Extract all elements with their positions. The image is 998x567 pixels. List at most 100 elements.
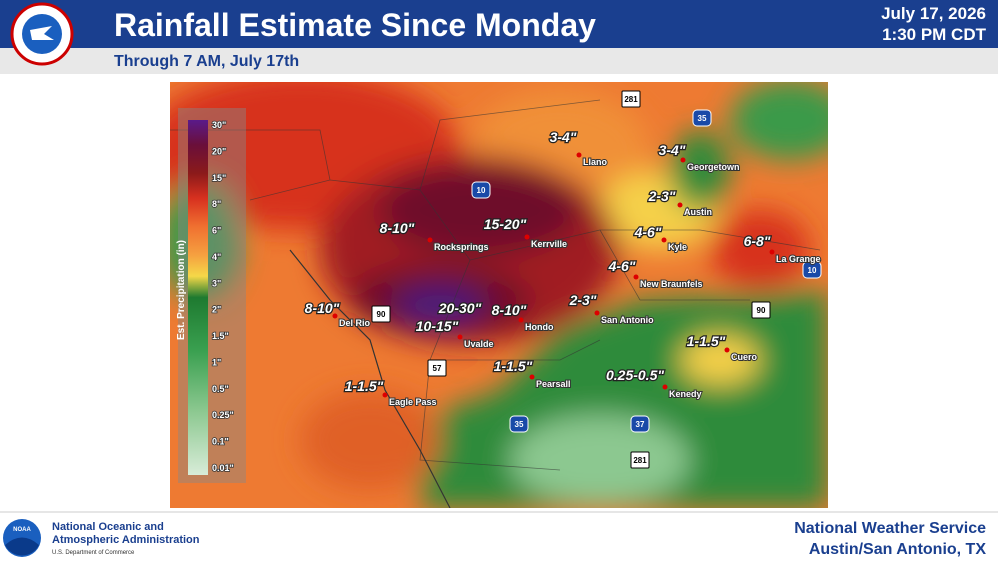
- rainfall-amount: 1-1.5": [687, 333, 726, 349]
- highway-number: 281: [624, 95, 638, 104]
- rainfall-map: Est. Precipitation (in) 30" 20" 15" 8" 6" 4" 3…: [170, 82, 828, 508]
- highway-number: 10: [808, 266, 817, 275]
- rainfall-amount: 1-1.5": [494, 358, 533, 374]
- city-dot: [524, 234, 530, 240]
- city-dot: [457, 334, 463, 340]
- legend-label: 15": [212, 173, 226, 183]
- city-dot: [427, 237, 433, 243]
- legend-label: 0.01": [212, 463, 234, 473]
- rainfall-amount: 3-4": [659, 142, 686, 158]
- legend-label: 30": [212, 120, 226, 130]
- city-label: Kyle: [668, 242, 687, 252]
- highway-shield: [630, 451, 650, 469]
- field: [395, 285, 485, 325]
- city-label: New Braunfels: [640, 279, 703, 289]
- rainfall-amount: 8-10": [305, 300, 340, 316]
- city-dot: [662, 384, 668, 390]
- city-dot: [769, 249, 775, 255]
- highway-shield: [692, 109, 712, 127]
- city-label: Georgetown: [687, 162, 740, 172]
- field: [300, 390, 440, 490]
- city-dot: [332, 313, 338, 319]
- city-label: Cuero: [731, 352, 758, 362]
- office-line1: National Weather Service: [794, 520, 986, 537]
- city-dot: [677, 202, 683, 208]
- city-label: Austin: [684, 207, 712, 217]
- nws-logo-cloud: [30, 26, 54, 40]
- time: 1:30 PM CDT: [882, 25, 987, 44]
- city-dot: [518, 317, 524, 323]
- city-label: Eagle Pass: [389, 397, 437, 407]
- city-dot: [724, 347, 730, 353]
- city-dot: [633, 274, 639, 280]
- highway-number: 90: [757, 306, 766, 315]
- city-label: Hondo: [525, 322, 554, 332]
- city-label: Pearsall: [536, 379, 571, 389]
- rainfall-amount: 8-10": [380, 220, 415, 236]
- legend-label: 0.1": [212, 437, 229, 447]
- noaa-logo-wave: [5, 537, 39, 556]
- legend-label: 0.25": [212, 410, 234, 420]
- city-label: Kerrville: [531, 239, 567, 249]
- subheader-bar: [0, 48, 998, 74]
- legend-scale: [188, 120, 208, 475]
- legend-label: 6": [212, 226, 221, 236]
- title: Rainfall Estimate Since Monday: [114, 7, 596, 43]
- rainfall-amount: 0.25-0.5": [606, 367, 664, 383]
- city-dot: [576, 152, 582, 158]
- border: [289, 249, 451, 508]
- subtitle: Through 7 AM, July 17th: [114, 53, 299, 70]
- date: July 17, 2026: [881, 4, 986, 23]
- legend-title: Est. Precipitation (in): [176, 240, 187, 340]
- rainfall-amount: 2-3": [569, 292, 597, 308]
- legend-label: 0.5": [212, 384, 229, 394]
- city-dot: [529, 374, 535, 380]
- city-label: Rocksprings: [434, 242, 489, 252]
- footer: [0, 512, 998, 562]
- highway-number: 57: [433, 364, 442, 373]
- rainfall-amount: 4-6": [608, 258, 636, 274]
- city-label: San Antonio: [601, 315, 654, 325]
- field: [710, 210, 810, 290]
- rainfall-amount: 15-20": [484, 216, 527, 232]
- highway-number: 37: [636, 420, 645, 429]
- legend-label: 1.5": [212, 331, 229, 341]
- agency-line2: Atmospheric Administration: [52, 534, 200, 546]
- highway-shield: [471, 181, 491, 199]
- legend-label: 20": [212, 146, 226, 156]
- rainfall-amount: 20-30": [438, 300, 482, 316]
- city-dot: [680, 157, 686, 163]
- field: [380, 165, 580, 255]
- county-lines: [170, 99, 821, 471]
- header-bar: [0, 0, 998, 48]
- legend-label: 3": [212, 278, 221, 288]
- highway-number: 35: [698, 114, 707, 123]
- highway-shield: [427, 359, 447, 377]
- highway-shield: [802, 261, 822, 279]
- highway-number: 10: [477, 186, 486, 195]
- rainfall-amount: 3-4": [550, 129, 577, 145]
- highway-number: 35: [515, 420, 524, 429]
- rainfall-amount: 1-1.5": [345, 378, 384, 394]
- legend-label: 4": [212, 252, 221, 262]
- noaa-logo-text: NOAA: [13, 527, 31, 533]
- highway-number: 90: [377, 310, 386, 319]
- rainfall-amount: 2-3": [648, 188, 676, 204]
- rainfall-amount: 10-15": [416, 318, 459, 334]
- highway-shield: [371, 305, 391, 323]
- rainfall-amount: 4-6": [634, 224, 662, 240]
- city-dot: [661, 237, 667, 243]
- city-dot: [594, 310, 600, 316]
- city-dot: [382, 392, 388, 398]
- highway-shield: [630, 415, 650, 433]
- legend-label: 2": [212, 305, 221, 315]
- agency-line1: National Oceanic and: [52, 521, 164, 533]
- rainfall-amount: 8-10": [492, 302, 527, 318]
- field: [670, 130, 730, 210]
- office-line2: Austin/San Antonio, TX: [809, 541, 987, 558]
- city-label: Kenedy: [669, 389, 702, 399]
- highway-shield: [751, 301, 771, 319]
- field: [510, 415, 690, 505]
